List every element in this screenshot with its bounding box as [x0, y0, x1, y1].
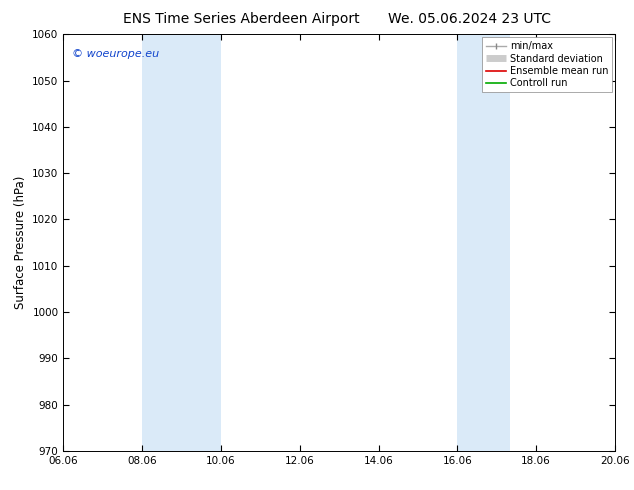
Y-axis label: Surface Pressure (hPa): Surface Pressure (hPa) [14, 176, 27, 309]
Legend: min/max, Standard deviation, Ensemble mean run, Controll run: min/max, Standard deviation, Ensemble me… [482, 37, 612, 92]
Text: © woeurope.eu: © woeurope.eu [72, 49, 158, 59]
Text: We. 05.06.2024 23 UTC: We. 05.06.2024 23 UTC [387, 12, 551, 26]
Text: ENS Time Series Aberdeen Airport: ENS Time Series Aberdeen Airport [122, 12, 359, 26]
Bar [457, 34, 510, 451]
Bar [142, 34, 221, 451]
